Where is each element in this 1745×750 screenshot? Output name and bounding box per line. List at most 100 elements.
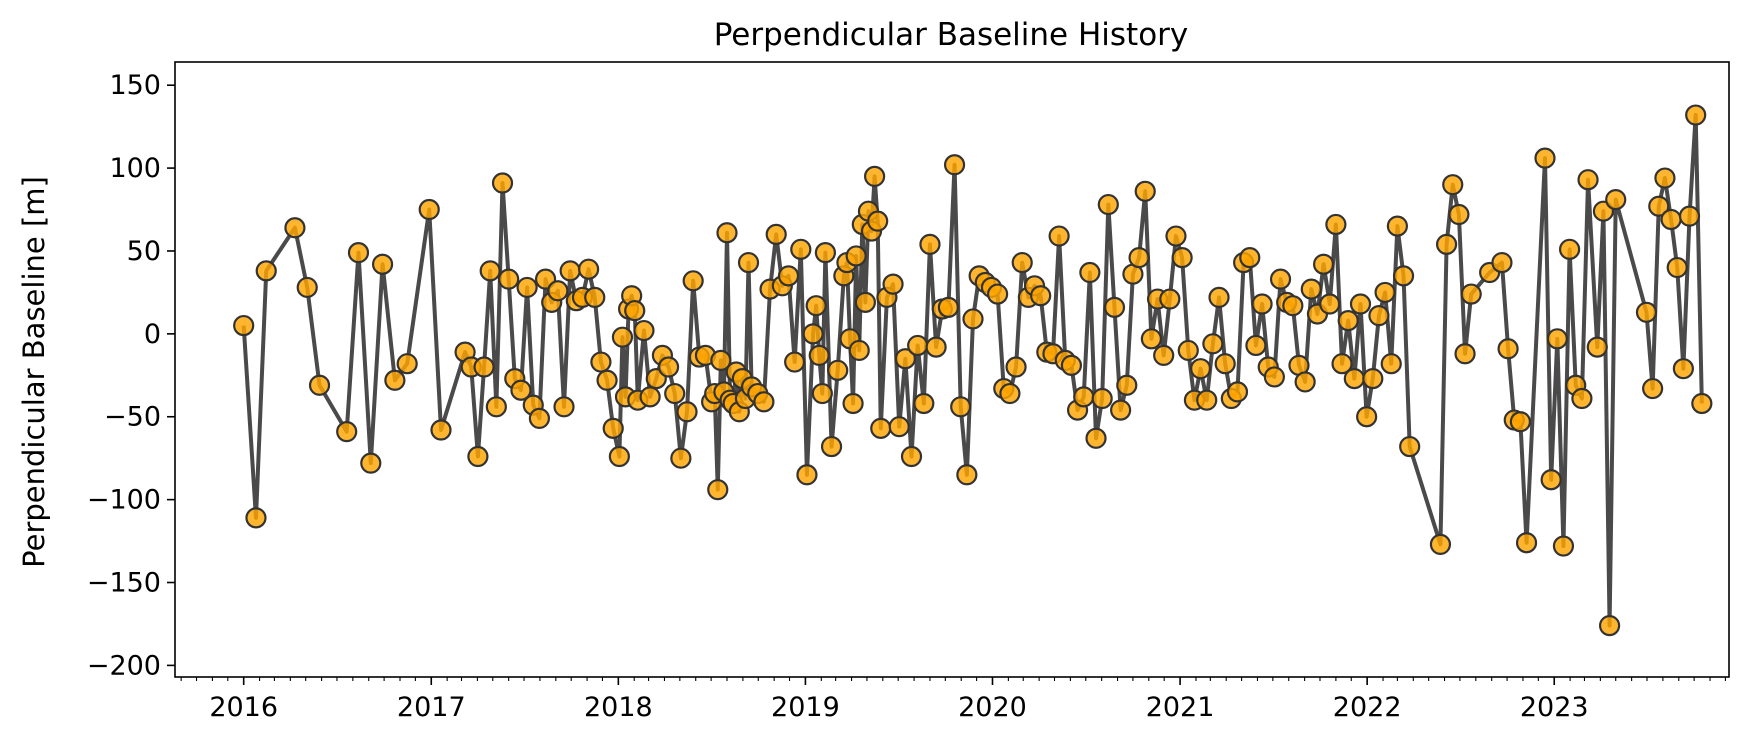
data-point: [811, 382, 833, 405]
data-point: [1110, 399, 1132, 421]
data-point: [820, 435, 843, 458]
data-point: [384, 369, 406, 391]
data-point: [1380, 353, 1402, 375]
data-point: [1343, 368, 1365, 390]
data-point: [602, 417, 624, 439]
data-point: [707, 479, 729, 501]
data-point: [925, 336, 947, 358]
data-point: [943, 154, 966, 176]
data-point: [1429, 533, 1452, 555]
data-point: [1189, 358, 1212, 380]
data-point: [1571, 387, 1593, 410]
data-point: [1460, 283, 1482, 305]
data-point: [1349, 293, 1372, 315]
data-point: [1245, 334, 1267, 357]
data-point: [578, 258, 600, 280]
data-point: [777, 265, 800, 287]
data-point: [1362, 368, 1384, 390]
data-point: [882, 273, 904, 295]
data-point: [430, 419, 452, 441]
data-point: [336, 421, 358, 443]
data-point: [633, 319, 655, 342]
data-point: [854, 291, 876, 313]
data-point: [888, 416, 910, 438]
data-point: [1442, 174, 1464, 196]
data-point: [962, 308, 984, 330]
y-tick-label: 50: [127, 236, 161, 267]
data-point: [1654, 167, 1676, 189]
data-point: [347, 242, 370, 264]
data-point: [1300, 278, 1322, 300]
data-point: [1060, 354, 1083, 376]
data-point: [479, 260, 501, 282]
y-tick-label: 0: [144, 319, 161, 350]
data-point: [784, 351, 806, 373]
data-point: [802, 323, 824, 345]
data-point: [900, 445, 923, 468]
data-point: [1648, 195, 1670, 217]
data-point: [467, 445, 489, 468]
data-point: [1685, 104, 1707, 126]
data-point: [308, 374, 331, 396]
data-point: [1239, 247, 1261, 269]
data-point: [1558, 238, 1581, 260]
data-point: [814, 242, 837, 264]
data-point: [1048, 225, 1070, 247]
data-point: [611, 326, 634, 348]
data-point: [1030, 285, 1052, 307]
data-point: [1208, 286, 1230, 308]
data-point: [284, 217, 306, 239]
data-point: [473, 356, 495, 378]
data-point: [1294, 371, 1316, 393]
data-point: [1368, 305, 1390, 327]
data-point: [1085, 427, 1107, 449]
data-point: [1079, 261, 1101, 284]
data-point: [371, 253, 394, 275]
data-point: [716, 222, 738, 244]
data-point: [1251, 293, 1273, 315]
data-point: [1577, 169, 1599, 191]
data-point: [919, 233, 941, 255]
data-point: [1091, 387, 1113, 410]
data-point: [1497, 338, 1519, 360]
plot-frame: [174, 61, 1730, 678]
data-point: [676, 401, 698, 423]
data-point: [842, 392, 864, 415]
data-point: [987, 283, 1009, 305]
data-point: [1448, 203, 1470, 226]
x-tick-label: 2019: [771, 692, 840, 723]
data-point: [1509, 411, 1532, 433]
data-point: [848, 339, 870, 362]
data-point: [1171, 247, 1193, 269]
chart-title: Perpendicular Baseline History: [714, 17, 1189, 53]
data-point: [1140, 328, 1162, 350]
data-point: [1392, 265, 1415, 287]
data-point: [1319, 293, 1341, 315]
data-point: [937, 296, 960, 318]
data-point: [1491, 251, 1513, 274]
data-point: [737, 251, 760, 274]
data-point: [1202, 333, 1224, 355]
data-point: [1605, 188, 1627, 211]
data-point: [1635, 301, 1658, 323]
x-tick-label: 2016: [209, 692, 278, 723]
data-point: [765, 223, 787, 245]
y-tick-label: 100: [109, 153, 161, 184]
data-point: [624, 300, 646, 322]
data-point: [864, 165, 886, 187]
data-point: [907, 334, 929, 357]
data-point: [608, 445, 630, 468]
data-point: [553, 396, 575, 418]
y-tick-label: 150: [109, 70, 161, 101]
data-point: [1642, 377, 1664, 400]
data-point: [1011, 251, 1033, 274]
data-point: [1598, 615, 1621, 637]
data-point: [913, 392, 935, 415]
data-point: [1134, 180, 1156, 202]
data-point: [590, 351, 612, 373]
data-point: [516, 276, 538, 299]
data-point: [1515, 532, 1538, 554]
data-point: [510, 379, 532, 401]
data-point: [485, 396, 507, 418]
data-point: [1399, 435, 1421, 458]
